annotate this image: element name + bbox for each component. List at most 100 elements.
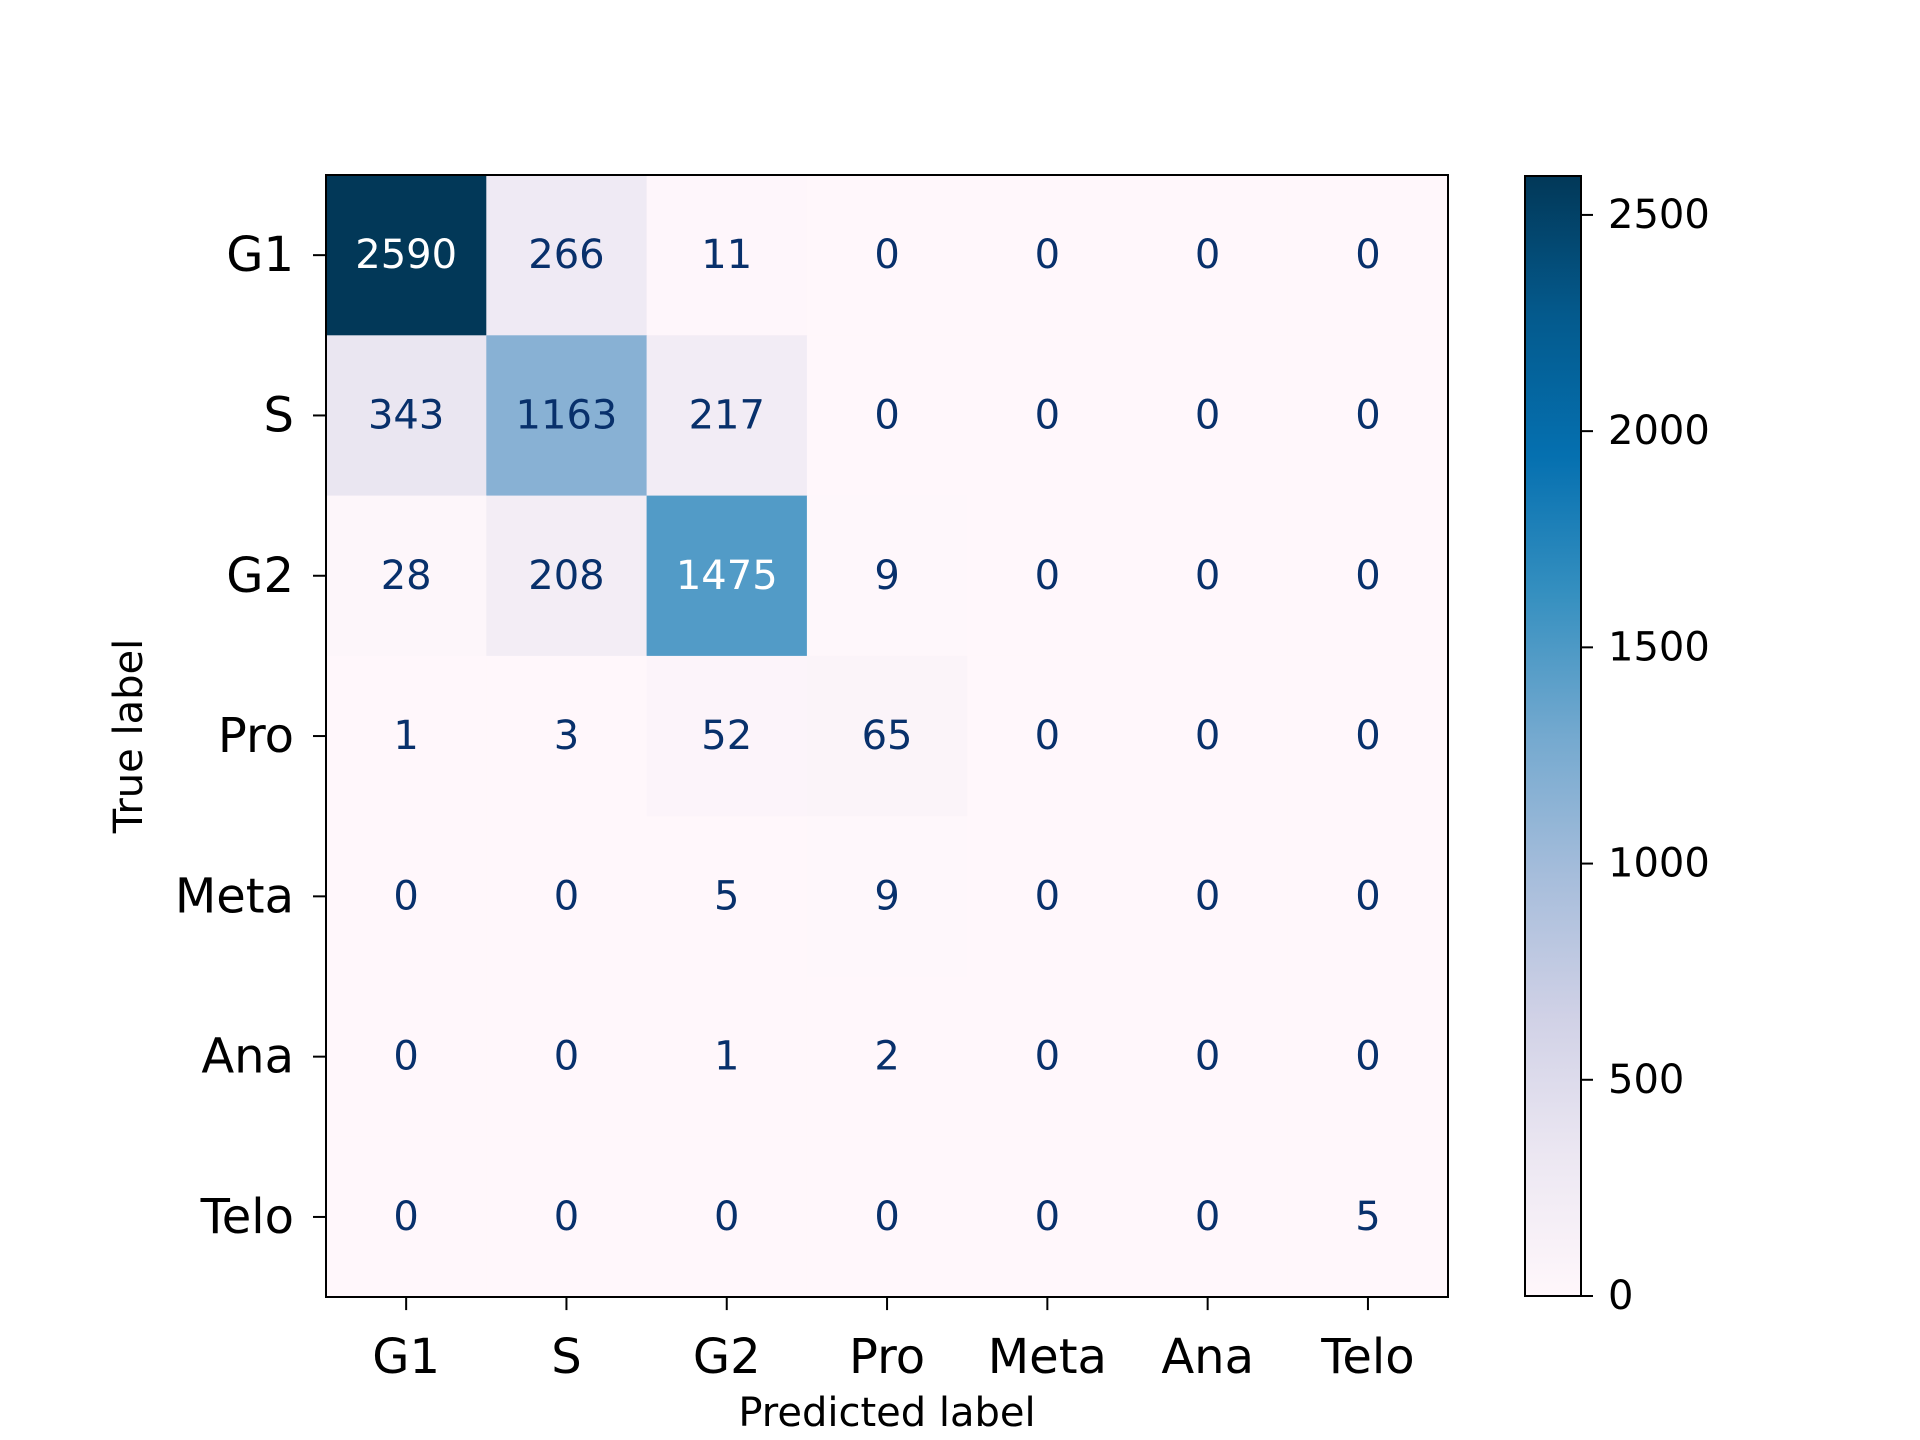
matrix-value-Telo-Ana: 0 <box>1195 1194 1220 1240</box>
matrix-value-Meta-Telo: 0 <box>1355 873 1380 919</box>
matrix-cell-G2-Meta <box>967 495 1129 657</box>
matrix-value-G2-Meta: 0 <box>1035 553 1060 599</box>
matrix-cell-S-Ana <box>1127 335 1289 497</box>
matrix-cell-Meta-Meta <box>967 816 1129 978</box>
colorbar-tick-label-2500: 2500 <box>1608 192 1710 238</box>
matrix-cell-Ana-Telo <box>1287 976 1449 1138</box>
matrix-cell-G2-Pro <box>806 495 968 657</box>
colorbar <box>1524 175 1582 1297</box>
matrix-cell-G1-G2 <box>646 175 808 336</box>
matrix-value-G1-G1: 2590 <box>355 232 457 278</box>
matrix-value-Pro-Meta: 0 <box>1035 713 1060 759</box>
matrix-cell-S-G2 <box>646 335 808 497</box>
y-tick-label-Telo: Telo <box>200 1189 294 1245</box>
matrix-cell-Ana-Meta <box>967 976 1129 1138</box>
y-tick-label-S: S <box>264 387 294 443</box>
matrix-value-Meta-Ana: 0 <box>1195 873 1220 919</box>
matrix-value-G2-Pro: 9 <box>874 553 899 599</box>
matrix-cell-Meta-Ana <box>1127 816 1289 978</box>
matrix-cell-S-G1 <box>326 335 487 497</box>
matrix-cell-G1-G1 <box>326 175 487 336</box>
matrix-value-Telo-G1: 0 <box>393 1194 418 1240</box>
matrix-cell-G1-Pro <box>806 175 968 336</box>
colorbar-tick-label-2000: 2000 <box>1608 408 1710 454</box>
y-tick-label-G2: G2 <box>226 548 294 604</box>
matrix-value-Ana-Pro: 2 <box>874 1034 899 1080</box>
matrix-cell-Pro-Ana <box>1127 655 1289 817</box>
matrix-cell-Meta-G2 <box>646 816 808 978</box>
matrix-value-G1-S: 266 <box>528 232 604 278</box>
matrix-cell-G2-Ana <box>1127 495 1289 657</box>
matrix-cell-Pro-G2 <box>646 655 808 817</box>
colorbar-tick-label-500: 500 <box>1608 1057 1684 1103</box>
matrix-value-G2-Telo: 0 <box>1355 553 1380 599</box>
matrix-cell-Ana-G2 <box>646 976 808 1138</box>
matrix-value-Ana-Ana: 0 <box>1195 1034 1220 1080</box>
matrix-cell-S-Pro <box>806 335 968 497</box>
colorbar-ticks: 0 500 1000 1500 2000 2500 <box>1581 192 1710 1319</box>
matrix-cell-S-Meta <box>967 335 1129 497</box>
matrix-value-Telo-Meta: 0 <box>1035 1194 1060 1240</box>
matrix-cell-Meta-Telo <box>1287 816 1449 978</box>
y-tick-label-Meta: Meta <box>175 868 294 924</box>
matrix-value-Ana-G2: 1 <box>714 1034 739 1080</box>
matrix-value-S-Pro: 0 <box>874 392 899 438</box>
matrix-value-G1-G2: 11 <box>701 232 752 278</box>
matrix-value-Pro-Telo: 0 <box>1355 713 1380 759</box>
matrix-cell-Telo-Telo <box>1287 1136 1449 1298</box>
matrix-value-Telo-Pro: 0 <box>874 1194 899 1240</box>
x-tick-label-Meta: Meta <box>988 1329 1107 1385</box>
matrix-cell-G2-G1 <box>326 495 487 657</box>
x-tick-label-Ana: Ana <box>1161 1329 1254 1385</box>
matrix-value-S-Telo: 0 <box>1355 392 1380 438</box>
matrix-value-Meta-S: 0 <box>554 873 579 919</box>
matrix-cell-Ana-Pro <box>806 976 968 1138</box>
matrix-cell-Telo-G2 <box>646 1136 808 1298</box>
x-tick-label-G1: G1 <box>372 1329 440 1385</box>
matrix-value-S-Meta: 0 <box>1035 392 1060 438</box>
matrix-value-Telo-Telo: 5 <box>1355 1194 1380 1240</box>
matrix-value-Meta-Meta: 0 <box>1035 873 1060 919</box>
x-axis-label: Predicted label <box>738 1390 1035 1436</box>
matrix-value-Pro-S: 3 <box>554 713 579 759</box>
matrix-value-Meta-G1: 0 <box>393 873 418 919</box>
matrix-cell-G1-Telo <box>1287 175 1449 336</box>
x-tick-label-G2: G2 <box>693 1329 761 1385</box>
matrix-cell-Pro-Telo <box>1287 655 1449 817</box>
matrix-value-Pro-Ana: 0 <box>1195 713 1220 759</box>
x-tick-label-Telo: Telo <box>1320 1329 1414 1385</box>
y-axis-label: True label <box>106 639 152 834</box>
x-axis-ticks: G1 S G2 Pro Meta Ana Telo <box>372 1297 1415 1385</box>
matrix-cell-Telo-Meta <box>967 1136 1129 1298</box>
matrix-value-S-S: 1163 <box>516 392 618 438</box>
matrix-value-Meta-Pro: 9 <box>874 873 899 919</box>
matrix-cell-G2-S <box>486 495 648 657</box>
matrix-value-Pro-Pro: 65 <box>862 713 913 759</box>
matrix-value-Pro-G2: 52 <box>701 713 752 759</box>
matrix-value-Ana-G1: 0 <box>393 1034 418 1080</box>
matrix-value-Telo-S: 0 <box>554 1194 579 1240</box>
matrix-value-S-Ana: 0 <box>1195 392 1220 438</box>
matrix-cell-G2-G2 <box>646 495 808 657</box>
matrix-cell-Pro-Pro <box>806 655 968 817</box>
x-tick-label-S: S <box>551 1329 581 1385</box>
colorbar-tick-label-1000: 1000 <box>1608 841 1710 887</box>
matrix-cell-Telo-S <box>486 1136 648 1298</box>
matrix-value-Telo-G2: 0 <box>714 1194 739 1240</box>
matrix-value-Pro-G1: 1 <box>393 713 418 759</box>
matrix-value-G2-S: 208 <box>528 553 604 599</box>
matrix-value-S-G2: 217 <box>689 392 765 438</box>
matrix-cell-S-S <box>486 335 648 497</box>
matrix-cell-Ana-S <box>486 976 648 1138</box>
matrix-cell-Pro-S <box>486 655 648 817</box>
matrix-cell-Telo-Ana <box>1127 1136 1289 1298</box>
matrix-value-G1-Telo: 0 <box>1355 232 1380 278</box>
matrix-cell-Pro-Meta <box>967 655 1129 817</box>
matrix-cell-Meta-S <box>486 816 648 978</box>
colorbar-tick-label-1500: 1500 <box>1608 624 1710 670</box>
matrix-value-Ana-S: 0 <box>554 1034 579 1080</box>
matrix-cell-S-Telo <box>1287 335 1449 497</box>
matrix-cell-G1-Ana <box>1127 175 1289 336</box>
